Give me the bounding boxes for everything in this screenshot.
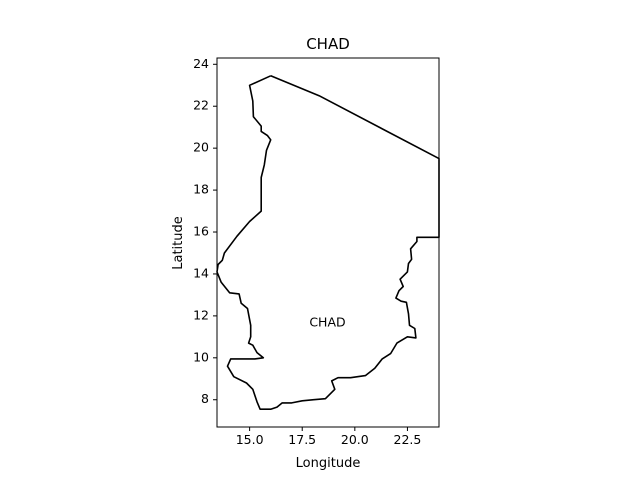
y-tick-label: 8	[201, 391, 209, 406]
region-label: CHAD	[309, 315, 345, 330]
y-tick-label: 24	[193, 56, 209, 71]
y-tick-label: 14	[193, 265, 209, 280]
plot-area: CHAD	[216, 57, 440, 428]
y-axis: 8 10 12 14 16 18 20 22 24	[193, 56, 217, 406]
y-tick-label: 18	[193, 182, 209, 197]
y-tick-label: 12	[193, 307, 209, 322]
x-tick-label: 15.0	[236, 432, 264, 447]
x-tick-label: 20.0	[341, 432, 369, 447]
y-tick-label: 16	[193, 224, 209, 239]
chad-boundary-line	[216, 75, 440, 410]
x-tick-label: 22.5	[394, 432, 422, 447]
y-tick-label: 20	[193, 140, 209, 155]
map-title: CHAD	[306, 35, 350, 53]
y-tick-label: 10	[193, 349, 209, 364]
x-tick-label: 17.5	[288, 432, 316, 447]
plot-frame	[216, 57, 440, 428]
x-axis-label: Longitude	[296, 456, 361, 471]
y-axis-label: Latitude	[171, 216, 186, 270]
x-axis: 15.0 17.5 20.0 22.5	[236, 427, 422, 447]
y-tick-label: 22	[193, 98, 209, 113]
